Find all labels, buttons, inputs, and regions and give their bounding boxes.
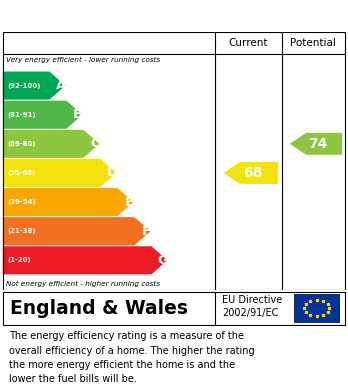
Text: (55-68): (55-68) [7, 170, 35, 176]
Polygon shape [3, 130, 100, 158]
Text: (21-38): (21-38) [7, 228, 35, 234]
Polygon shape [3, 100, 82, 129]
Polygon shape [3, 159, 116, 187]
Polygon shape [3, 246, 167, 274]
Bar [294, 294, 339, 322]
Text: (92-100): (92-100) [7, 83, 40, 89]
Text: E: E [124, 196, 133, 208]
Polygon shape [290, 133, 342, 155]
Text: 74: 74 [308, 137, 327, 151]
Text: B: B [73, 108, 83, 121]
Polygon shape [224, 162, 278, 184]
Text: (1-20): (1-20) [7, 257, 31, 263]
Polygon shape [3, 188, 133, 216]
Text: (69-80): (69-80) [7, 141, 35, 147]
Polygon shape [3, 217, 150, 245]
Text: 68: 68 [243, 166, 262, 180]
Text: F: F [141, 225, 150, 238]
Text: Not energy efficient - higher running costs: Not energy efficient - higher running co… [6, 281, 160, 287]
Text: Very energy efficient - lower running costs: Very energy efficient - lower running co… [6, 57, 160, 63]
Text: A: A [56, 79, 66, 92]
Text: G: G [157, 254, 168, 267]
Text: England & Wales: England & Wales [10, 299, 188, 317]
Text: (39-54): (39-54) [7, 199, 35, 205]
Text: D: D [106, 167, 118, 179]
Text: C: C [90, 137, 100, 150]
Polygon shape [3, 72, 65, 100]
Text: Current: Current [229, 38, 268, 48]
Text: (81-91): (81-91) [7, 112, 35, 118]
Text: Potential: Potential [291, 38, 336, 48]
Text: The energy efficiency rating is a measure of the
overall efficiency of a home. T: The energy efficiency rating is a measur… [9, 331, 254, 384]
Text: Energy Efficiency Rating: Energy Efficiency Rating [9, 9, 230, 24]
Text: EU Directive
2002/91/EC: EU Directive 2002/91/EC [222, 295, 282, 318]
